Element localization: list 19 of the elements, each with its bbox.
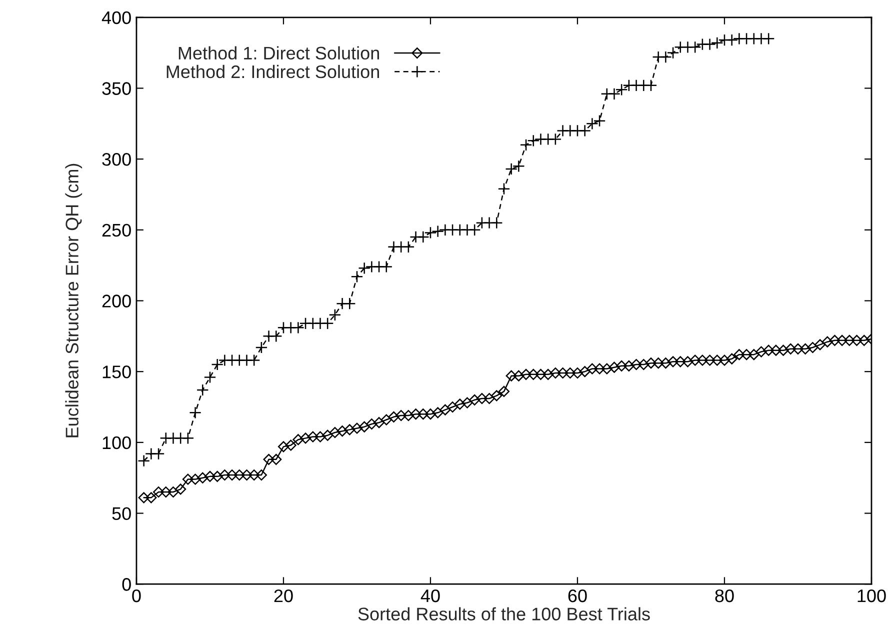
x-tick-label: 40: [420, 589, 440, 602]
x-tick-label: 20: [274, 589, 293, 602]
legend-label: Method 1: Direct Solution: [178, 46, 379, 60]
y-tick-label: 250: [102, 224, 131, 237]
x-axis-title: Sorted Results of the 100 Best Trials: [358, 607, 650, 620]
y-tick-label: 100: [102, 436, 131, 450]
x-tick-label: 80: [715, 589, 734, 602]
y-tick-label: 400: [102, 11, 131, 24]
x-tick-label: 0: [132, 589, 141, 602]
y-tick-label: 200: [102, 294, 131, 308]
y-tick-label: 50: [112, 507, 131, 520]
y-axis-title: Euclidean Structure Error QH (cm): [65, 164, 82, 438]
legend-label: Method 2: Indirect Solution: [166, 64, 379, 78]
x-tick-label: 100: [858, 589, 886, 602]
y-tick-label: 300: [102, 153, 131, 166]
x-tick-label: 60: [568, 589, 587, 602]
y-tick-label: 350: [102, 82, 131, 95]
y-tick-label: 150: [102, 366, 131, 378]
y-tick-label: 0: [122, 578, 131, 591]
